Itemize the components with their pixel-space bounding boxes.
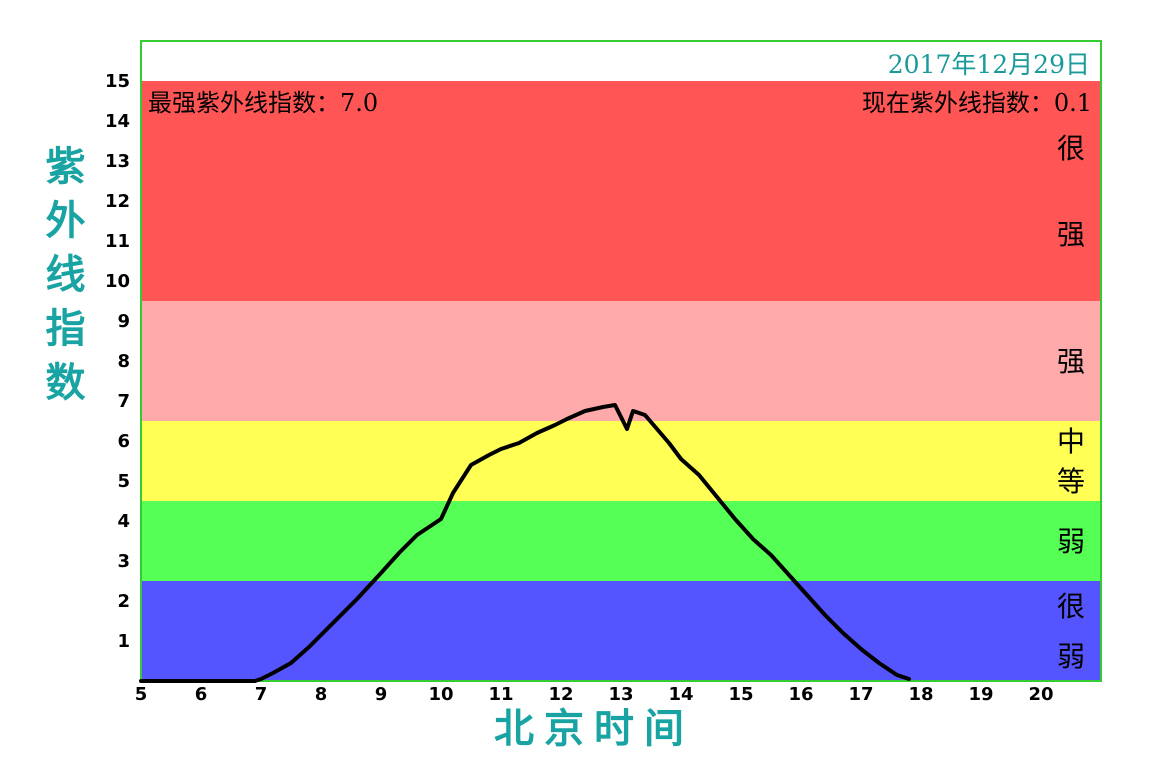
x-tick-label-12: 17	[848, 684, 873, 705]
x-tick-label-4: 9	[375, 684, 388, 705]
uv-band-3	[141, 301, 1101, 421]
y-tick-label-0: 1	[117, 631, 130, 652]
x-tick-label-14: 19	[968, 684, 993, 705]
max-uv-text: 最强紫外线指数：7.0	[148, 89, 378, 117]
y-tick-label-5: 6	[117, 431, 130, 452]
x-tick-label-6: 11	[488, 684, 513, 705]
band-label-1-0: 弱	[1057, 525, 1085, 558]
x-tick-label-5: 10	[428, 684, 453, 705]
band-label-2-1: 等	[1057, 465, 1085, 498]
x-tick-label-9: 14	[668, 684, 693, 705]
x-tick-label-2: 7	[255, 684, 268, 705]
y-tick-label-6: 7	[117, 391, 130, 412]
y-tick-label-13: 14	[105, 111, 130, 132]
band-label-4-1: 强	[1057, 218, 1085, 251]
x-tick-label-1: 6	[195, 684, 208, 705]
y-tick-label-1: 2	[117, 591, 130, 612]
band-label-0-0: 很	[1057, 590, 1085, 623]
y-tick-label-4: 5	[117, 471, 130, 492]
uv-band-1	[141, 501, 1101, 581]
band-label-2-0: 中	[1057, 425, 1085, 458]
y-tick-label-3: 4	[117, 511, 130, 532]
chart-date: 2017年12月29日	[888, 50, 1090, 79]
band-label-3-0: 强	[1057, 345, 1085, 378]
y-tick-label-7: 8	[117, 351, 130, 372]
band-label-4-0: 很	[1057, 132, 1085, 165]
uv-line-series	[139, 403, 911, 683]
x-axis-ticks: 5 6 7 8 9 10 11 12 13 14 15 16 17 18 19 20	[135, 684, 1054, 705]
x-tick-label-15: 20	[1028, 684, 1053, 705]
uv-band-4	[141, 81, 1101, 301]
band-label-0-1: 弱	[1057, 640, 1085, 673]
current-uv-text: 现在紫外线指数：0.1	[862, 89, 1092, 117]
y-tick-label-9: 10	[105, 271, 130, 292]
x-tick-label-11: 16	[788, 684, 813, 705]
plot-frame	[140, 40, 1102, 682]
y-tick-label-2: 3	[117, 551, 130, 572]
uv-band-0	[141, 581, 1101, 681]
x-tick-label-10: 15	[728, 684, 753, 705]
uv-bands	[141, 81, 1101, 681]
x-tick-label-8: 13	[608, 684, 633, 705]
x-axis-title: 北京时间	[494, 705, 694, 752]
x-tick-label-13: 18	[908, 684, 933, 705]
y-tick-label-12: 13	[105, 151, 130, 172]
y-tick-label-11: 12	[105, 191, 130, 212]
uv-band-2	[141, 421, 1101, 501]
uv-series-line-0	[139, 403, 911, 683]
x-tick-label-0: 5	[135, 684, 148, 705]
y-tick-label-10: 11	[105, 231, 130, 252]
x-tick-label-7: 12	[548, 684, 573, 705]
y-axis-title: 紫外线指数	[39, 145, 86, 415]
y-tick-label-8: 9	[117, 311, 130, 332]
x-tick-label-3: 8	[315, 684, 328, 705]
y-tick-label-14: 15	[105, 71, 130, 92]
